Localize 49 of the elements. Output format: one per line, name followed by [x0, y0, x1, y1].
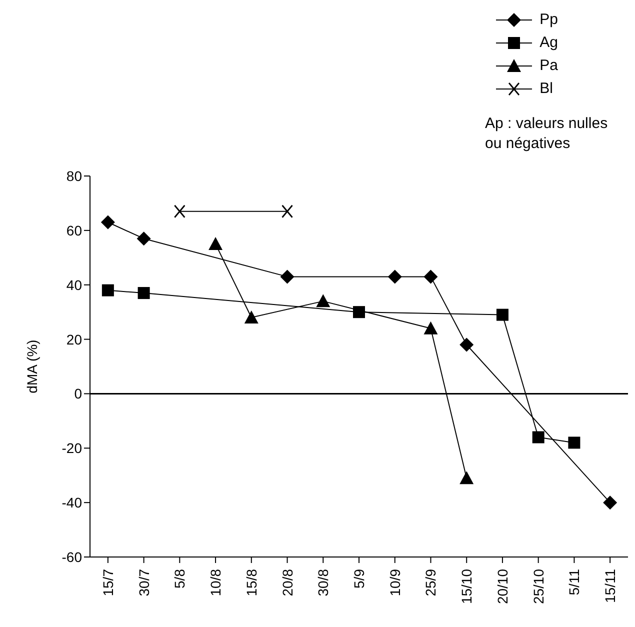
x-tick-label: 20/8 [279, 568, 296, 596]
y-tick-label: 60 [66, 222, 82, 238]
legend-label: Ag [540, 34, 558, 51]
y-tick-label: -40 [62, 494, 82, 511]
x-tick-label: 15/8 [243, 568, 260, 596]
x-tick-label: 15/10 [458, 568, 475, 604]
x-tick-label: 10/8 [208, 568, 224, 596]
x-tick-label: 5/8 [172, 568, 188, 588]
point [316, 294, 330, 308]
point [282, 204, 293, 218]
y-tick-label: 80 [66, 168, 82, 184]
y-tick-label: 20 [66, 331, 82, 348]
point [100, 215, 115, 230]
point [208, 237, 223, 250]
point [138, 287, 150, 300]
x-tick-label: 30/8 [315, 568, 332, 596]
x-tick-label: 25/10 [530, 568, 546, 604]
point [532, 431, 544, 444]
point [388, 270, 402, 284]
x-tick-label: 5/11 [566, 568, 582, 596]
y-axis-title: dMA (%) [24, 340, 40, 394]
point [280, 270, 294, 284]
point [174, 204, 186, 218]
legend-label: Pa [540, 57, 558, 74]
point [424, 321, 438, 334]
point [244, 310, 258, 324]
x-tick-label: 5/9 [351, 568, 367, 588]
point [603, 496, 618, 510]
point [136, 232, 151, 246]
point [568, 436, 580, 449]
y-tick-label: 0 [74, 386, 82, 402]
y-tick-label: -60 [62, 548, 82, 565]
point [496, 308, 508, 321]
point [460, 338, 474, 352]
x-tick-label: 10/9 [386, 568, 403, 596]
x-tick-label: 30/7 [136, 568, 152, 596]
point [424, 270, 438, 284]
x-tick-label: 20/10 [494, 568, 510, 604]
y-tick-label: 40 [66, 276, 82, 293]
point [102, 284, 114, 296]
legend-label: Pp [540, 11, 558, 28]
x-tick-label: 25/9 [422, 568, 439, 596]
y-tick-label: -20 [62, 440, 82, 456]
x-tick-label: 15/11 [602, 568, 618, 603]
point [460, 471, 474, 484]
text: Ap : valeurs nulles ou négatives [485, 114, 609, 154]
legend-label: Bl [540, 80, 553, 97]
point [353, 306, 365, 318]
x-tick-label: 15/7 [100, 568, 116, 596]
